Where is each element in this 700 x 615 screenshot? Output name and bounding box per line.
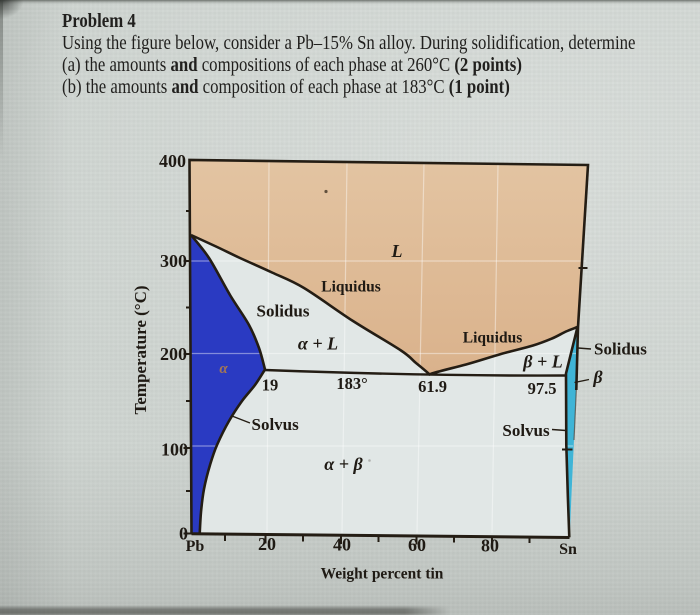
svg-text:α + β: α + β [324,454,363,474]
svg-text:80: 80 [481,536,499,556]
svg-text:Solidus: Solidus [257,302,310,321]
svg-text:100: 100 [161,440,188,460]
svg-text:200: 200 [160,344,187,364]
svg-text:Liquidus: Liquidus [321,279,380,296]
svg-text:α + L: α + L [298,334,338,354]
svg-text:Liquidus: Liquidus [463,330,522,347]
svg-text:19: 19 [262,376,279,395]
svg-text:400: 400 [159,151,186,171]
svg-text:Solvus: Solvus [252,415,300,434]
svg-text:97.5: 97.5 [528,379,557,398]
svg-text:40: 40 [333,535,351,555]
svg-text:L: L [391,241,403,261]
svg-text:300: 300 [160,251,187,271]
svg-text:60: 60 [408,535,426,555]
svg-text:20: 20 [258,534,276,554]
svg-text:Solidus: Solidus [594,340,647,359]
svg-text:Sn: Sn [559,541,577,558]
svg-text:61.9: 61.9 [418,377,447,396]
svg-text:Weight percent tin: Weight percent tin [321,566,444,583]
svg-text:β: β [592,367,603,387]
svg-text:0: 0 [179,524,188,544]
svg-text:183°: 183° [336,374,367,393]
svg-text:β + L: β + L [522,352,562,372]
svg-text:α: α [219,361,228,377]
svg-text:Solvus: Solvus [502,421,550,440]
svg-text:Temperature (°C): Temperature (°C) [131,285,150,414]
svg-text:Pb: Pb [186,538,205,555]
